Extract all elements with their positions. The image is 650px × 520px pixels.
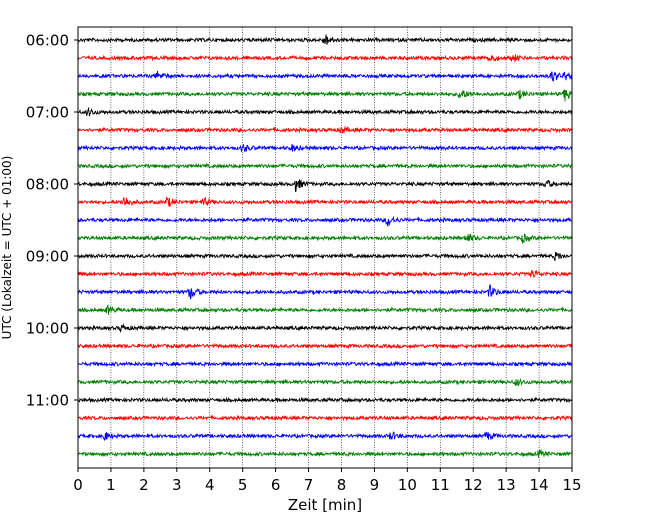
trace-line: [77, 125, 573, 134]
y-axis-label: UTC (Lokalzeit = UTC + 01:00): [0, 156, 14, 340]
trace-line: [77, 283, 573, 300]
y-tick-label: 11:00: [26, 392, 69, 410]
x-tick-label: 6: [271, 476, 281, 494]
trace-line: [77, 107, 573, 117]
trace-line: [77, 342, 573, 350]
y-tick-label: 08:00: [26, 176, 69, 194]
x-tick-label: 1: [106, 476, 116, 494]
y-tick-label: 07:00: [26, 104, 69, 122]
x-axis-ticks: 0 1 2 3 4 5 6 7 8 9 10 11 12 13 14 15: [73, 468, 582, 494]
x-tick-label: 14: [530, 476, 549, 494]
x-tick-label: 0: [73, 476, 83, 494]
y-tick-label: 10:00: [26, 320, 69, 338]
x-tick-label: 13: [497, 476, 516, 494]
trace-line: [77, 54, 573, 63]
x-tick-label: 3: [172, 476, 182, 494]
trace-line: [77, 71, 573, 82]
trace-line: [77, 414, 573, 422]
x-tick-label: 15: [562, 476, 581, 494]
trace-line: [77, 89, 573, 102]
trace-line: [77, 215, 573, 227]
x-tick-label: 5: [238, 476, 248, 494]
trace-line: [77, 396, 573, 404]
trace-line: [77, 323, 573, 334]
plot-frame: [77, 26, 573, 469]
trace-line: [77, 143, 573, 153]
x-tick-label: 11: [431, 476, 450, 494]
trace-line: [77, 34, 573, 45]
seismogram-traces: [77, 34, 573, 458]
y-tick-label: 06:00: [26, 32, 69, 50]
x-tick-label: 12: [464, 476, 483, 494]
trace-line: [77, 251, 573, 262]
trace-line: [77, 448, 573, 458]
x-axis-label: Zeit [min]: [288, 496, 362, 514]
x-tick-label: 9: [370, 476, 380, 494]
x-grid: [110, 27, 540, 468]
x-tick-label: 10: [398, 476, 417, 494]
trace-line: [77, 431, 573, 442]
x-tick-label: 8: [337, 476, 347, 494]
trace-line: [77, 179, 573, 193]
trace-line: [77, 269, 573, 279]
y-axis-ticks: 06:00 07:00 08:00 09:00 10:00 11:00: [26, 32, 78, 410]
x-tick-label: 2: [139, 476, 149, 494]
trace-line: [77, 304, 573, 315]
trace-line: [77, 233, 573, 244]
trace-line: [77, 378, 573, 387]
y-tick-label: 09:00: [26, 248, 69, 266]
x-tick-label: 4: [205, 476, 215, 494]
trace-line: [77, 196, 573, 207]
x-tick-label: 7: [304, 476, 314, 494]
trace-line: [77, 162, 573, 170]
trace-line: [77, 360, 573, 368]
